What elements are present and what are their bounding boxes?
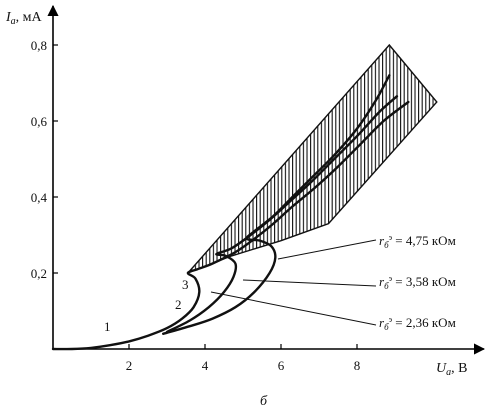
- y-tick-label: 0,8: [31, 38, 47, 53]
- series-line-2: [165, 95, 399, 334]
- annotation-leader-2: [242, 279, 377, 287]
- y-tick-label: 0,6: [31, 114, 48, 129]
- y-axis-label-unit: , мА: [16, 10, 43, 25]
- y-tick-label: 0,2: [31, 266, 47, 281]
- x-axis-label-unit: , В: [451, 361, 467, 376]
- curve-label-1: 1: [104, 319, 111, 334]
- series-line-1: [51, 100, 410, 351]
- annotation-label-1: rбэ = 4,75 кОм: [379, 233, 456, 250]
- x-axis-label-sub: a: [446, 367, 451, 378]
- annotation-leader-1: [277, 239, 377, 260]
- figure-caption: б: [260, 394, 268, 409]
- x-tick-label: 6: [278, 358, 285, 373]
- y-axis-label: Ia, мА: [5, 10, 43, 27]
- curve-label-3: 3: [182, 277, 189, 292]
- annotation-label-2: rбэ = 3,58 кОм: [379, 274, 456, 291]
- annotation-label-3: rбэ = 2,36 кОм: [379, 315, 456, 332]
- x-axis-label-symbol: U: [436, 361, 447, 376]
- curve-label-2: 2: [175, 297, 182, 312]
- x-tick-label: 4: [202, 358, 209, 373]
- series-line-3: [162, 74, 391, 335]
- x-tick-label: 2: [126, 358, 133, 373]
- curves: [51, 74, 410, 351]
- y-axis-label-symbol: I: [5, 10, 12, 25]
- y-axis-label-sub: a: [11, 16, 16, 27]
- x-axis-label: Ua, В: [436, 361, 467, 378]
- axis-ticks: 2 4 6 8 0,2 0,4 0,6 0,8: [31, 38, 361, 373]
- annotation-leader-3: [210, 291, 377, 326]
- x-tick-label: 8: [354, 358, 361, 373]
- y-tick-label: 0,4: [31, 190, 48, 205]
